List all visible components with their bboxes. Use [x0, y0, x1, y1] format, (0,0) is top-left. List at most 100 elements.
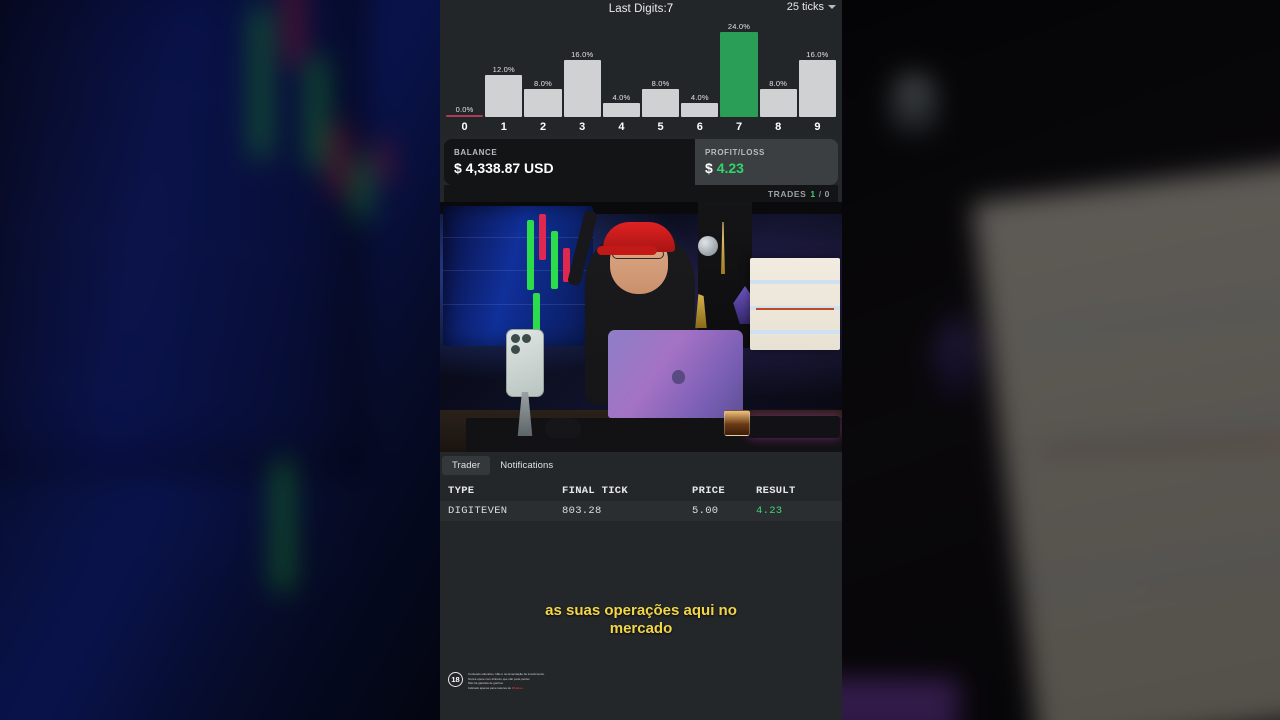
digit-bar-label-8: 8 — [775, 121, 782, 133]
digit-bar-8[interactable]: 8.0% 8 — [759, 18, 797, 135]
digit-bar-label-1: 1 — [500, 121, 507, 133]
cell-final-tick: 803.28 — [562, 501, 692, 521]
digit-bar-1[interactable]: 12.0% 1 — [485, 18, 523, 135]
chart-title: Last Digits:7 — [609, 3, 674, 15]
chart-title-value: 7 — [666, 3, 674, 15]
video-chart-monitor — [750, 258, 840, 350]
balance-label: BALANCE — [454, 148, 498, 157]
balance-row: BALANCE $ 4,338.87 USD PROFIT/LOSS $ 4.2… — [444, 139, 838, 185]
profit-loss-amount: 4.23 — [716, 160, 744, 176]
digit-bar-rect-5 — [642, 88, 680, 117]
column-header-price: PRICE — [692, 485, 726, 497]
apple-logo-icon — [672, 370, 685, 384]
digit-bar-6[interactable]: 4.0% 6 — [681, 18, 719, 135]
digit-bar-label-5: 5 — [657, 121, 664, 133]
digit-bar-label-0: 0 — [461, 121, 468, 133]
trading-app-panel: Last Digits:7 25 ticks 0.0% 0 12.0% 1 8.0% 2 1… — [440, 0, 842, 720]
trades-table: TYPE FINAL TICK PRICE RESULT DIGITEVEN 8… — [440, 481, 842, 521]
digit-bar-rect-9 — [798, 60, 837, 117]
trades-separator: / — [818, 188, 822, 199]
tab-notifications[interactable]: Notifications — [500, 460, 554, 471]
balance-section: BALANCE $ 4,338.87 USD PROFIT/LOSS $ 4.2… — [440, 135, 842, 202]
digit-bar-4[interactable]: 4.0% 4 — [602, 18, 641, 135]
disclaimer-line-1: Conteúdo educativo. Não é recomendação d… — [468, 672, 545, 676]
disclaimer-line-4: Indicado apenas para maiores de 18 anos. — [468, 686, 545, 691]
trades-summary: TRADES 1 / 0 — [444, 185, 838, 202]
background-left — [0, 0, 442, 720]
ticks-selector-label: 25 ticks — [786, 1, 824, 13]
video-decor-orb — [698, 236, 718, 256]
video-mouse — [545, 418, 581, 438]
digit-bar-2[interactable]: 8.0% 2 — [524, 18, 562, 135]
background-right — [840, 0, 1280, 720]
trades-label: TRADES — [767, 188, 807, 199]
disclaimer-line-4-pre: Indicado apenas para maiores de — [468, 685, 512, 690]
subtitle-caption: as suas operações aqui no mercado — [440, 602, 842, 639]
digit-bar-0[interactable]: 0.0% 0 — [446, 18, 484, 135]
profit-loss-card: PROFIT/LOSS $ 4.23 — [695, 139, 838, 185]
digit-bar-3[interactable]: 16.0% 3 — [563, 18, 601, 135]
tab-trader[interactable]: Trader — [442, 456, 491, 475]
video-keyboard — [748, 416, 840, 438]
video-tower-statue — [721, 222, 725, 274]
cell-price: 5.00 — [692, 501, 756, 521]
column-header-final-tick: FINAL TICK — [562, 485, 629, 497]
digit-bar-percent-3: 16.0% — [571, 50, 594, 60]
video-smartphone — [506, 329, 544, 397]
tab-bar: Trader Notifications — [440, 452, 842, 475]
cell-result: 4.23 — [756, 501, 842, 521]
table-row[interactable]: DIGITEVEN 803.28 5.00 4.23 — [440, 501, 842, 521]
digit-bar-percent-0: 0.0% — [455, 105, 474, 114]
video-camel-statue — [695, 294, 707, 328]
digit-bar-rect-6 — [681, 102, 719, 117]
ticks-selector[interactable]: 25 ticks — [787, 1, 836, 13]
digit-bar-7[interactable]: 24.0% 7 — [720, 18, 758, 135]
profit-loss-value: $ 4.23 — [705, 160, 828, 176]
column-header-result: RESULT — [756, 485, 796, 497]
digit-bar-label-2: 2 — [539, 121, 547, 133]
digit-bar-label-9: 9 — [814, 121, 821, 133]
digit-bar-rect-3 — [563, 60, 601, 117]
digit-bar-percent-4: 4.0% — [612, 92, 631, 102]
digit-bar-percent-1: 12.0% — [492, 64, 515, 74]
video-coffee-cup — [724, 410, 750, 436]
column-header-type: TYPE — [448, 485, 475, 497]
disclaimer-line-4-emphasis: 18 anos. — [511, 685, 524, 690]
digit-bar-percent-8: 8.0% — [769, 78, 788, 88]
digit-bar-9[interactable]: 16.0% 9 — [798, 18, 837, 135]
chevron-down-icon — [828, 5, 836, 9]
disclaimer-block: 18 Conteúdo educativo. Não é recomendaçã… — [448, 672, 545, 690]
digit-bar-label-3: 3 — [579, 121, 586, 133]
last-digits-chart: Last Digits:7 25 ticks 0.0% 0 12.0% 1 8.0% 2 1… — [440, 0, 842, 135]
chart-title-prefix: Last Digits: — [608, 3, 667, 15]
background-right-dim — [840, 0, 1280, 720]
digit-bar-label-4: 4 — [618, 121, 625, 133]
disclaimer-line-3: Não há garantia de ganhos. — [468, 681, 504, 685]
digit-bars: 0.0% 0 12.0% 1 8.0% 2 16.0% 3 4.0% 4 8.0% 5 4.0% 6 24.… — [446, 18, 837, 135]
cell-type: DIGITEVEN — [440, 501, 562, 521]
balance-card: BALANCE $ 4,338.87 USD — [444, 139, 695, 185]
digit-bar-percent-9: 16.0% — [806, 50, 829, 60]
trades-lost: 0 — [824, 188, 830, 199]
digit-bar-rect-7 — [720, 32, 758, 117]
table-header-row: TYPE FINAL TICK PRICE RESULT — [440, 481, 842, 501]
disclaimer-text: Conteúdo educativo. Não é recomendação d… — [468, 672, 545, 690]
digit-bar-label-6: 6 — [696, 121, 703, 133]
digit-bar-rect-1 — [485, 74, 523, 117]
webcam-video — [440, 202, 842, 452]
digit-bar-percent-6: 4.0% — [690, 92, 709, 102]
age-rating-icon: 18 — [448, 672, 463, 687]
trades-won: 1 — [810, 188, 816, 199]
digit-bar-rect-0 — [446, 115, 484, 117]
disclaimer-line-2: Nunca opere com dinheiro que não pode pe… — [468, 676, 531, 681]
digit-bar-percent-5: 8.0% — [651, 78, 670, 88]
digit-bar-rect-8 — [759, 88, 797, 117]
caption-line-1: as suas operações aqui no — [545, 602, 737, 619]
video-phone-stand — [517, 392, 533, 436]
digit-bar-percent-7: 24.0% — [727, 22, 751, 31]
digit-bar-rect-4 — [602, 102, 641, 117]
balance-value: $ 4,338.87 USD — [454, 160, 554, 176]
digit-bar-5[interactable]: 8.0% 5 — [642, 18, 680, 135]
